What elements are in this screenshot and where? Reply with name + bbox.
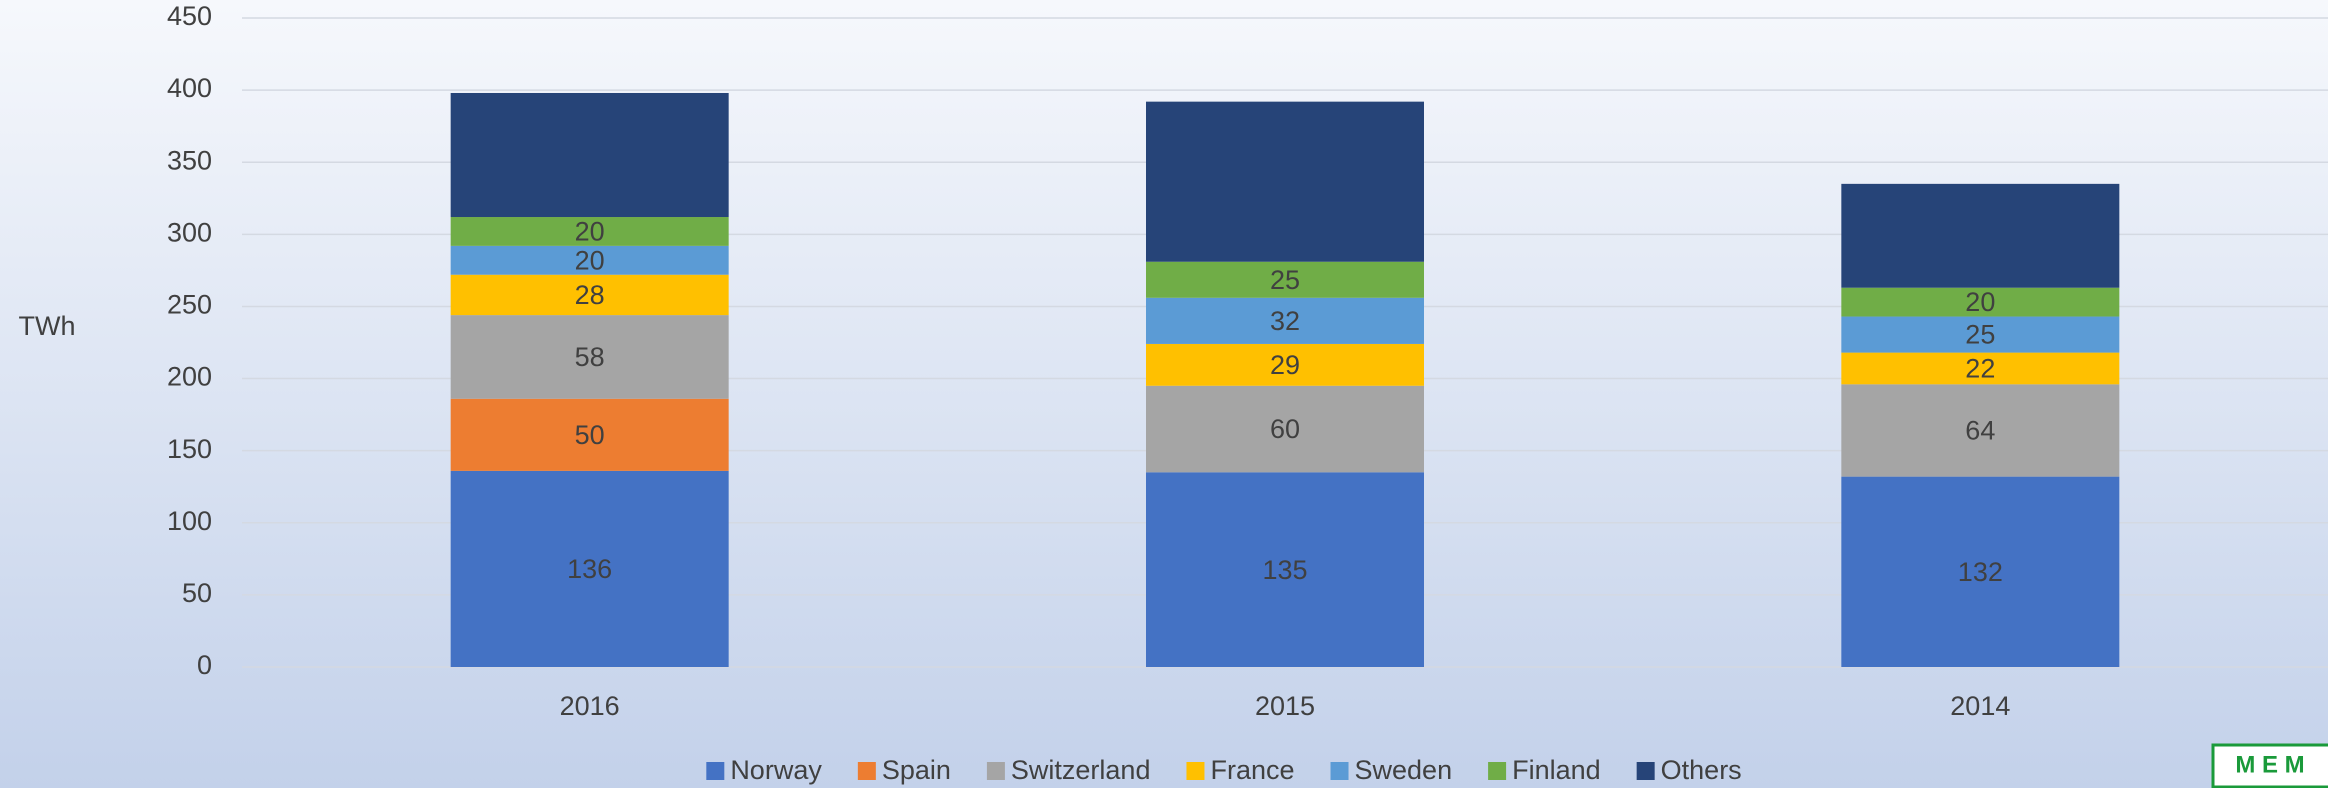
data-label: 22 — [1965, 354, 1995, 384]
data-label: 29 — [1270, 350, 1300, 380]
legend-swatch — [1330, 762, 1349, 780]
bar-segment — [1146, 261, 1424, 298]
data-label: 20 — [575, 217, 605, 247]
y-tick-label: 350 — [167, 145, 212, 175]
x-tick-label: 2014 — [1950, 691, 2010, 721]
legend-swatch — [1636, 762, 1655, 780]
bar-segment — [1146, 385, 1424, 473]
data-label: 60 — [1270, 414, 1300, 444]
logo: M E M — [2235, 751, 2304, 778]
data-label: 20 — [1965, 287, 1995, 317]
bar-segment — [450, 92, 729, 218]
y-tick-label: 200 — [167, 362, 212, 392]
bar-segment — [450, 245, 729, 275]
legend-swatch — [986, 762, 1005, 780]
bar-segment — [1841, 384, 2120, 477]
data-label: 20 — [575, 245, 605, 275]
x-tick-label: 2016 — [560, 691, 620, 721]
data-label: 25 — [1270, 265, 1300, 295]
bar-segment — [1146, 343, 1424, 386]
y-tick-label: 150 — [167, 434, 212, 464]
legend-swatch — [1488, 762, 1507, 780]
bar-segment — [450, 217, 729, 246]
y-tick-label: 50 — [182, 578, 212, 608]
legend-label: Sweden — [1355, 755, 1453, 785]
y-tick-label: 400 — [167, 73, 212, 103]
data-label: 32 — [1270, 306, 1300, 336]
y-tick-label: 0 — [197, 650, 212, 680]
legend-swatch — [1186, 762, 1205, 780]
y-tick-label: 300 — [167, 217, 212, 247]
data-label: 25 — [1965, 320, 1995, 350]
legend-label: Norway — [730, 755, 822, 785]
bar-segment — [450, 315, 729, 399]
legend-label: Switzerland — [1011, 755, 1151, 785]
legend-swatch — [857, 762, 876, 780]
y-tick-label: 100 — [167, 506, 212, 536]
data-label: 64 — [1965, 416, 1995, 446]
bar-segment — [1146, 472, 1424, 667]
data-label: 136 — [567, 554, 612, 584]
legend-label: France — [1210, 755, 1294, 785]
bar-segment — [450, 398, 729, 471]
data-label: 58 — [575, 342, 605, 372]
bar-segment — [1841, 476, 2120, 667]
bar-segment — [1146, 297, 1424, 344]
data-label: 132 — [1958, 557, 2003, 587]
y-tick-label: 250 — [167, 290, 212, 320]
x-tick-label: 2015 — [1255, 691, 1315, 721]
legend-label: Finland — [1512, 755, 1601, 785]
bar-segment — [1146, 101, 1424, 262]
data-label: 28 — [575, 280, 605, 310]
legend-swatch — [706, 762, 725, 780]
bar-segment — [1841, 183, 2120, 288]
legend-label: Spain — [882, 755, 951, 785]
logo-box — [2211, 743, 2328, 788]
bar-segment — [1841, 316, 2120, 353]
bar-segment — [1841, 352, 2120, 385]
legend-label: Others — [1661, 755, 1742, 785]
bar-segment — [450, 274, 729, 316]
bar-segment — [450, 470, 729, 667]
bar-segment — [1841, 287, 2120, 317]
y-tick-label: 450 — [167, 1, 212, 31]
y-axis-label: TWh — [19, 311, 76, 341]
data-label: 135 — [1262, 555, 1307, 585]
data-label: 50 — [575, 420, 605, 450]
